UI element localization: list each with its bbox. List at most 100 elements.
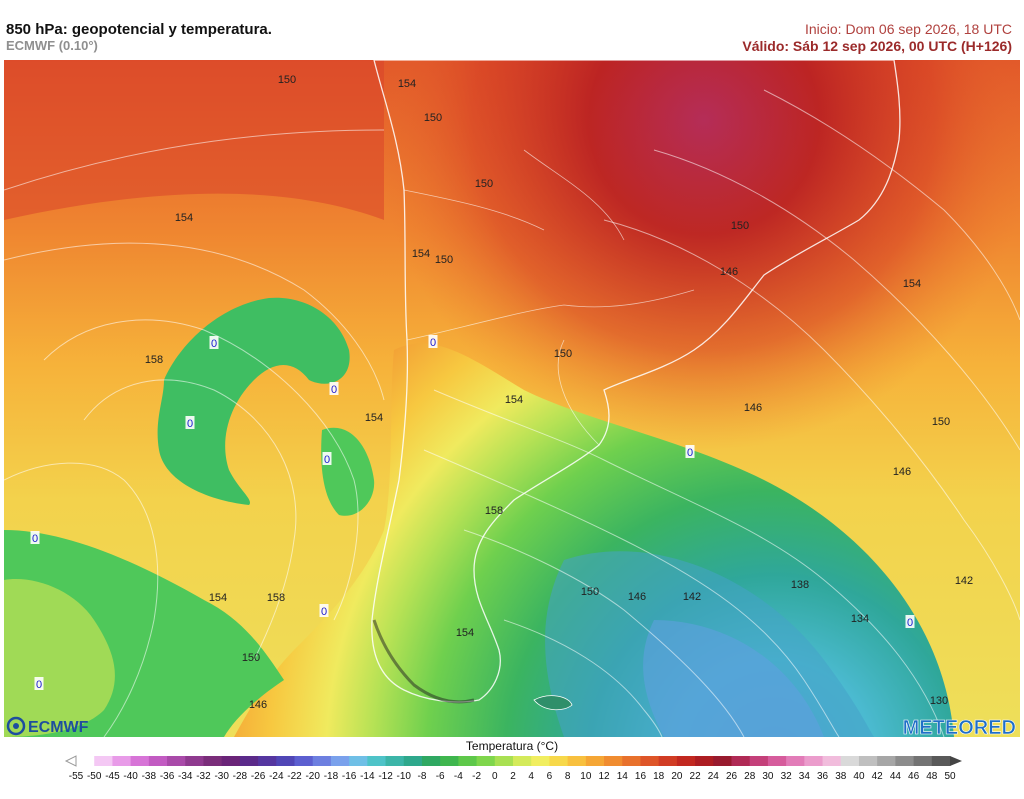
isotherm-label: 0 [34,677,44,691]
geopotential-label: 154 [505,394,523,406]
colorbar-tick-label: -16 [342,771,357,782]
contour-label-text: 0 [187,418,193,430]
contour-label-text: 150 [278,74,296,86]
contour-label-text: 146 [628,591,646,603]
geopotential-label: 150 [435,254,453,266]
contour-label-text: 150 [242,652,260,664]
geopotential-label: 130 [930,695,948,707]
green-blob-east [321,427,375,516]
colorbar-cell [294,756,314,766]
colorbar-tick-label: -55 [69,771,84,782]
contour-label-text: 134 [851,613,869,625]
geopotential-label: 146 [628,591,646,603]
colorbar-cell [276,756,295,766]
colorbar-cell [476,756,496,766]
geopotential-label: 146 [720,266,738,278]
model-label: ECMWF (0.10°) [6,38,98,53]
colorbar-cell [604,756,623,766]
colorbar-tick-label: -36 [160,771,175,782]
colorbar-tick-label: -38 [142,771,157,782]
geopotential-label: 150 [554,348,572,360]
colorbar-tick-label: -2 [472,771,481,782]
colorbar-cell [367,756,387,766]
contour-label-text: 142 [955,575,973,587]
colorbar-tick-label: -20 [305,771,320,782]
contour-label-text: 142 [683,591,701,603]
colorbar-cell [458,756,478,766]
contour-label-text: 154 [365,412,383,424]
archipelago-coast [372,619,475,704]
colorbar-tick-label: -45 [105,771,120,782]
colorbar-tick-label: 0 [492,771,498,782]
colorbar-tick-label: 50 [944,771,956,782]
isotherm-label: 0 [685,445,695,459]
geopotential-label: 154 [175,212,193,224]
colorbar-cell [877,756,896,766]
colorbar-tick-label: -50 [87,771,102,782]
colorbar-tick-label: -22 [287,771,302,782]
meteored-logo: METEORED [903,717,1016,737]
colorbar-tick-label: 46 [908,771,920,782]
isotherm-label: 0 [185,416,195,430]
warm-band-north [4,60,384,220]
init-time: Inicio: Dom 06 sep 2026, 18 UTC [805,21,1012,37]
contour-label-text: 0 [687,447,693,459]
isotherm-label: 0 [322,452,332,466]
geopotential-label: 150 [424,112,442,124]
colorbar-cell [203,756,223,766]
colorbar-cell [148,756,168,766]
geopotential-label: 146 [249,699,267,711]
colorbar-cell [312,756,332,766]
geopotential-label: 150 [242,652,260,664]
colorbar-tick-label: 36 [817,771,829,782]
colorbar-tick-label: 14 [617,771,629,782]
colorbar-cell [895,756,915,766]
colorbar-cell [531,756,550,766]
colorbar-cell [695,756,714,766]
contour-label-text: 0 [321,606,327,618]
colorbar-tick-label: -8 [418,771,427,782]
colorbar-tick-label: 12 [598,771,610,782]
colorbar-cell [658,756,678,766]
colorbar-cell [330,756,350,766]
colorbar-tick-label: 34 [799,771,811,782]
colorbar-cell [112,756,132,766]
falkland-islands [533,695,573,711]
colorbar-cell [549,756,569,766]
isotherm-label: 0 [905,615,915,629]
colorbar-tick-label: 30 [762,771,774,782]
colorbar-tick-label: 40 [853,771,865,782]
contour-label-text: 150 [554,348,572,360]
yellow-patch-southwest [4,579,115,737]
colorbar-tick-label: 42 [872,771,884,782]
colorbar-tick-label: -32 [196,771,211,782]
colorbar-cell [585,756,605,766]
temperature-colorbar: -55 -50 -45 -40 -38 -36 -34 -32 -30 -28 -26 -24 -22-… [64,755,962,782]
contour-label-text: 146 [249,699,267,711]
colorbar-cell [767,756,787,766]
colorbar-tick-label: -26 [251,771,266,782]
colorbar-cell [822,756,842,766]
forecast-map[interactable]: 150 154 150 150 154 150 154 150 146 154 0 0 150 158 0 1… [4,60,1020,737]
colorbar-tick-label: -30 [214,771,229,782]
ecmwf-logo-text: ECMWF [28,719,89,736]
country-borders [403,149,695,446]
colorbar-cell [403,756,423,766]
green-blob-west [157,297,350,505]
contour-label-text: 150 [581,586,599,598]
contour-label-text: 0 [211,338,217,350]
colorbar-cell [931,756,951,766]
contour-label-text: 146 [720,266,738,278]
colorbar-tick-label: -14 [360,771,375,782]
colorbar-high-arrow [950,756,962,766]
colorbar-cell [94,756,113,766]
colorbar-cell [749,756,769,766]
geopotential-label: 154 [365,412,383,424]
geopotential-label: 146 [893,466,911,478]
contour-label-text: 154 [398,78,416,90]
colorbar-tick-label: -24 [269,771,284,782]
colorbar-cell [130,756,150,766]
colorbar-cell [76,756,95,766]
colorbar-tick-label: 24 [708,771,720,782]
contour-label-text: 0 [907,617,913,629]
